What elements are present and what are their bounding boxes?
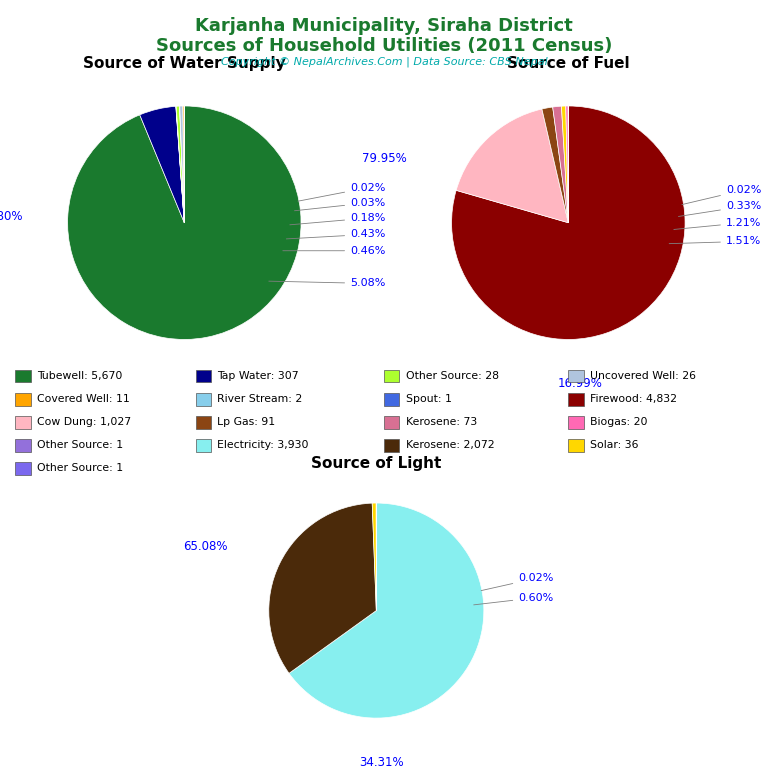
Wedge shape [176,106,184,223]
Text: 0.02%: 0.02% [298,183,386,201]
Text: Uncovered Well: 26: Uncovered Well: 26 [590,371,696,382]
Text: Tap Water: 307: Tap Water: 307 [217,371,299,382]
Text: 1.21%: 1.21% [674,217,761,230]
Text: Cow Dung: 1,027: Cow Dung: 1,027 [37,417,131,428]
Text: 16.99%: 16.99% [558,377,602,390]
Wedge shape [180,106,184,223]
Text: Lp Gas: 91: Lp Gas: 91 [217,417,276,428]
Text: Tubewell: 5,670: Tubewell: 5,670 [37,371,122,382]
Text: Biogas: 20: Biogas: 20 [590,417,647,428]
Wedge shape [269,503,376,674]
Text: River Stream: 2: River Stream: 2 [217,394,303,405]
Text: 93.80%: 93.80% [0,210,23,223]
Wedge shape [68,106,301,339]
Wedge shape [183,106,184,223]
Text: Copyright © NepalArchives.Com | Data Source: CBS Nepal: Copyright © NepalArchives.Com | Data Sou… [220,57,548,68]
Wedge shape [561,106,568,223]
Text: 0.03%: 0.03% [294,198,386,210]
Wedge shape [452,106,685,339]
Wedge shape [176,106,184,223]
Wedge shape [372,503,376,611]
Text: Firewood: 4,832: Firewood: 4,832 [590,394,677,405]
Wedge shape [542,107,568,223]
Wedge shape [553,106,568,223]
Wedge shape [566,106,568,223]
Text: Kerosene: 73: Kerosene: 73 [406,417,477,428]
Text: Electricity: 3,930: Electricity: 3,930 [217,440,309,451]
Text: 0.33%: 0.33% [678,201,761,217]
Text: Sources of Household Utilities (2011 Census): Sources of Household Utilities (2011 Cen… [156,37,612,55]
Text: Solar: 36: Solar: 36 [590,440,638,451]
Wedge shape [176,106,184,223]
Text: Covered Well: 11: Covered Well: 11 [37,394,130,405]
Text: 1.51%: 1.51% [669,237,761,247]
Text: Spout: 1: Spout: 1 [406,394,452,405]
Title: Source of Light: Source of Light [311,456,442,471]
Text: Other Source: 28: Other Source: 28 [406,371,498,382]
Wedge shape [289,503,484,718]
Text: 34.31%: 34.31% [359,756,404,768]
Text: 5.08%: 5.08% [269,279,386,289]
Wedge shape [140,106,184,223]
Text: 0.43%: 0.43% [286,230,386,240]
Title: Source of Water Supply: Source of Water Supply [83,57,286,71]
Text: 79.95%: 79.95% [362,152,407,165]
Text: 0.60%: 0.60% [474,593,554,605]
Text: Other Source: 1: Other Source: 1 [37,463,123,474]
Text: Other Source: 1: Other Source: 1 [37,440,123,451]
Text: 0.02%: 0.02% [682,185,761,204]
Title: Source of Fuel: Source of Fuel [507,57,630,71]
Text: 0.02%: 0.02% [482,573,554,591]
Text: Karjanha Municipality, Siraha District: Karjanha Municipality, Siraha District [195,17,573,35]
Text: 0.46%: 0.46% [283,246,386,256]
Text: Kerosene: 2,072: Kerosene: 2,072 [406,440,494,451]
Wedge shape [456,109,568,223]
Wedge shape [180,106,184,223]
Text: 65.08%: 65.08% [184,540,228,552]
Text: 0.18%: 0.18% [290,213,386,225]
